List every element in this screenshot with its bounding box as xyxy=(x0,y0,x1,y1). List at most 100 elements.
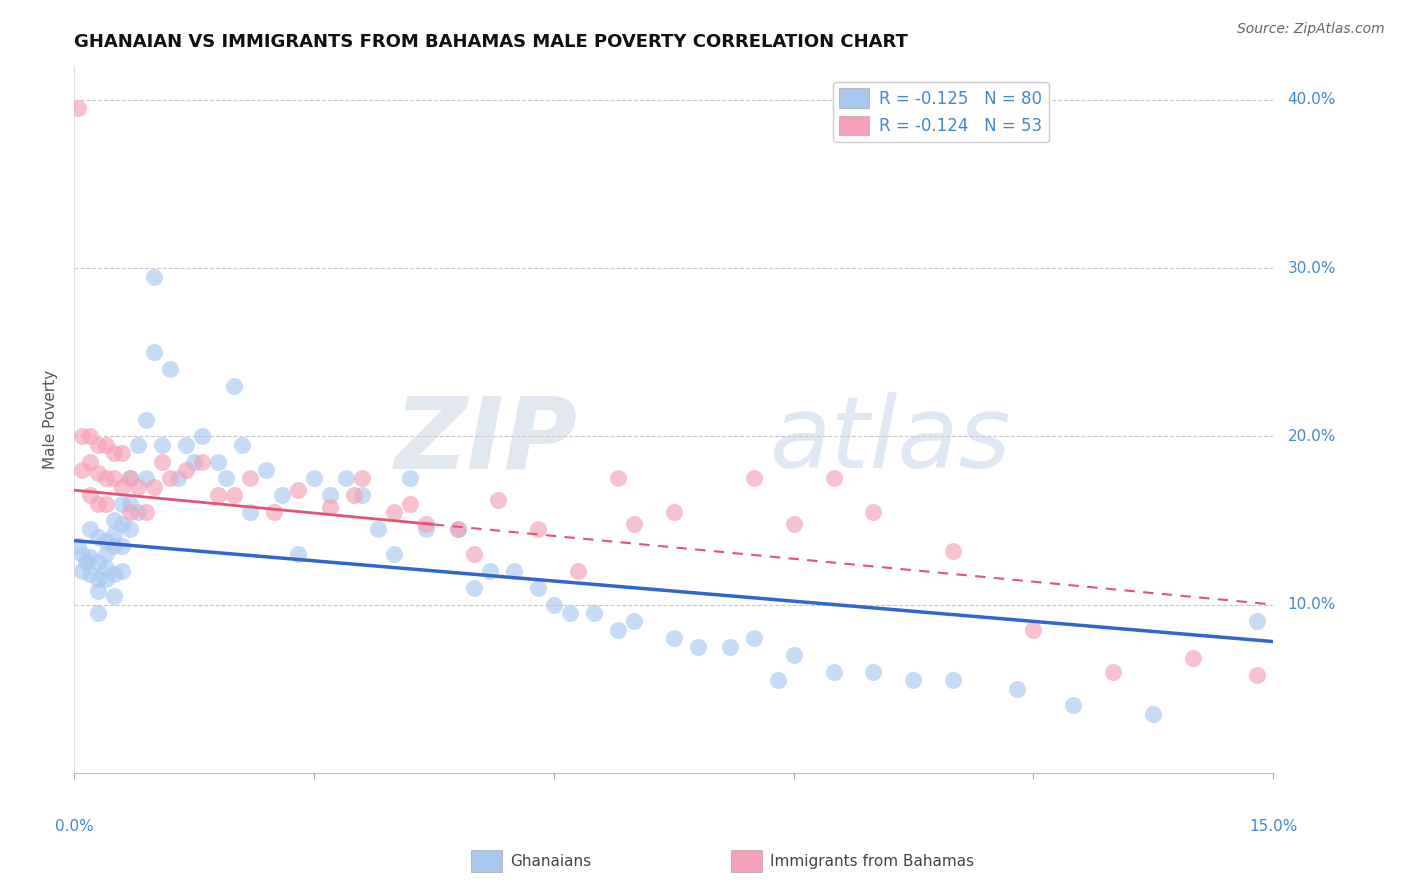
Point xyxy=(118,505,141,519)
Point xyxy=(174,438,197,452)
Point xyxy=(1022,623,1045,637)
Point xyxy=(143,345,166,359)
Point xyxy=(582,606,605,620)
Point xyxy=(118,522,141,536)
Point xyxy=(111,539,134,553)
Point xyxy=(111,497,134,511)
Point xyxy=(222,488,245,502)
Point xyxy=(103,471,125,485)
Point xyxy=(94,438,117,452)
Point xyxy=(350,471,373,485)
Point xyxy=(87,606,110,620)
Point xyxy=(302,471,325,485)
Point xyxy=(111,480,134,494)
Point xyxy=(70,429,93,443)
Point xyxy=(319,500,342,514)
Point xyxy=(447,522,470,536)
Point xyxy=(150,438,173,452)
Point xyxy=(526,581,548,595)
Point xyxy=(87,584,110,599)
Point xyxy=(623,516,645,531)
Text: ZIP: ZIP xyxy=(395,392,578,489)
Point xyxy=(478,564,501,578)
Text: Ghanaians: Ghanaians xyxy=(510,855,592,869)
Point xyxy=(94,572,117,586)
Point xyxy=(111,564,134,578)
Point xyxy=(79,567,101,582)
Point xyxy=(87,556,110,570)
Point xyxy=(87,438,110,452)
Text: 20.0%: 20.0% xyxy=(1288,429,1336,444)
Point xyxy=(606,623,628,637)
Text: Immigrants from Bahamas: Immigrants from Bahamas xyxy=(770,855,974,869)
Point xyxy=(231,438,253,452)
Point xyxy=(1246,668,1268,682)
Point xyxy=(271,488,294,502)
Point xyxy=(111,516,134,531)
Point xyxy=(103,567,125,582)
Point xyxy=(70,564,93,578)
Point xyxy=(94,497,117,511)
Point xyxy=(79,454,101,468)
Point xyxy=(118,497,141,511)
Point xyxy=(70,547,93,561)
Point xyxy=(942,673,965,688)
Point xyxy=(415,516,437,531)
Point xyxy=(1062,698,1084,713)
Point xyxy=(766,673,789,688)
Point xyxy=(79,429,101,443)
Point xyxy=(67,539,90,553)
Point xyxy=(606,471,628,485)
Point xyxy=(215,471,238,485)
Point xyxy=(103,527,125,541)
Point xyxy=(70,463,93,477)
Point xyxy=(1246,615,1268,629)
Point xyxy=(143,269,166,284)
Point xyxy=(103,539,125,553)
Point xyxy=(718,640,741,654)
Point xyxy=(127,505,149,519)
Point xyxy=(87,572,110,586)
Text: 30.0%: 30.0% xyxy=(1288,260,1336,276)
Point xyxy=(103,513,125,527)
Point xyxy=(150,454,173,468)
Point xyxy=(159,362,181,376)
Point xyxy=(135,471,157,485)
Point xyxy=(118,471,141,485)
Point xyxy=(558,606,581,620)
Point xyxy=(191,429,214,443)
Point xyxy=(222,379,245,393)
Point xyxy=(143,480,166,494)
Point xyxy=(87,467,110,481)
Y-axis label: Male Poverty: Male Poverty xyxy=(44,370,58,469)
Point xyxy=(623,615,645,629)
Point xyxy=(287,483,309,498)
Point xyxy=(111,446,134,460)
Point xyxy=(79,522,101,536)
Text: atlas: atlas xyxy=(769,392,1011,489)
Point xyxy=(287,547,309,561)
Point xyxy=(567,564,589,578)
Point xyxy=(486,493,509,508)
Point xyxy=(118,471,141,485)
Point xyxy=(94,560,117,574)
Point xyxy=(183,454,205,468)
Point xyxy=(135,505,157,519)
Point xyxy=(67,101,90,115)
Point xyxy=(543,598,565,612)
Text: 0.0%: 0.0% xyxy=(55,819,93,834)
Point xyxy=(87,497,110,511)
Point xyxy=(398,471,420,485)
Point xyxy=(79,550,101,565)
Point xyxy=(367,522,389,536)
Point xyxy=(823,665,845,679)
Point xyxy=(79,488,101,502)
Point xyxy=(207,488,229,502)
Point xyxy=(127,438,149,452)
Point xyxy=(174,463,197,477)
Point xyxy=(159,471,181,485)
Point xyxy=(526,522,548,536)
Point xyxy=(463,547,485,561)
Point xyxy=(75,556,97,570)
Point xyxy=(742,631,765,645)
